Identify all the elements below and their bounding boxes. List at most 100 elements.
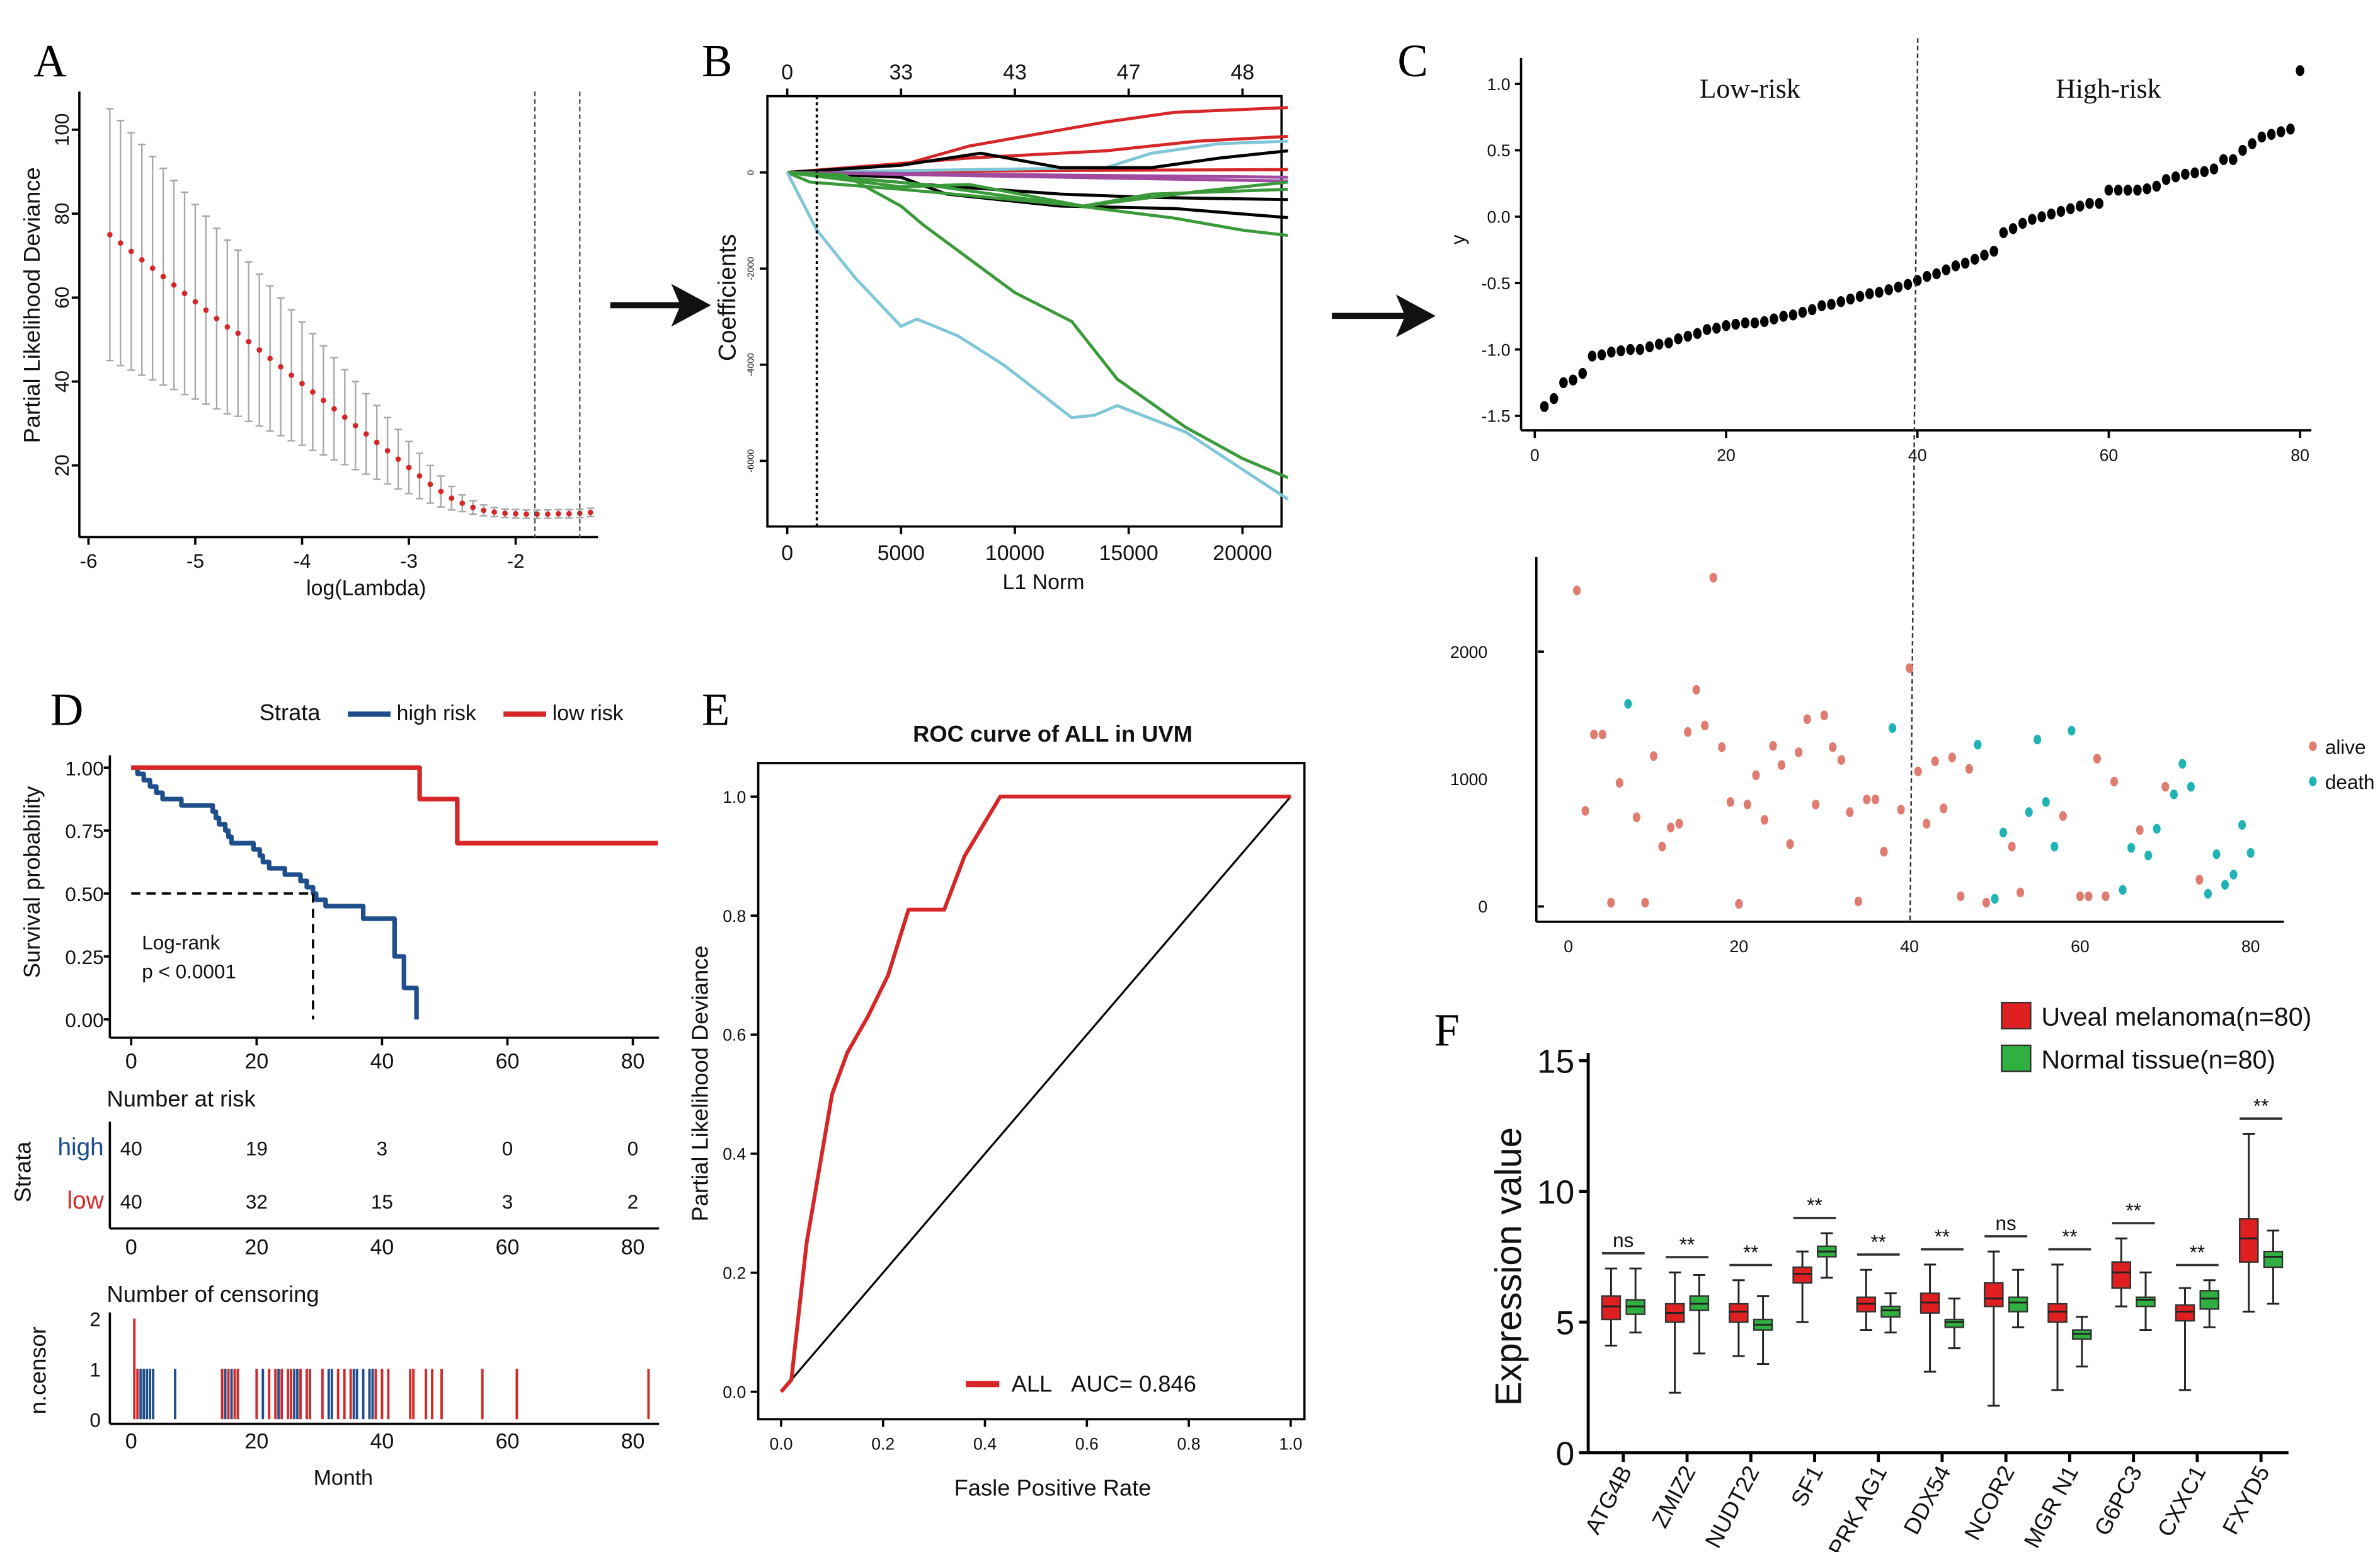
panel-c-risk-score-point (1654, 338, 1664, 350)
panel-d-logrank-label: Log-rank (142, 931, 220, 953)
panel-c-risk-score-point (1616, 345, 1625, 357)
panel-a-deviance-point (321, 398, 326, 403)
panel-f-tumor-box (1601, 1295, 1622, 1321)
panel-c-alive-point (1675, 819, 1683, 829)
panel-c-alive-point (1692, 685, 1700, 695)
panel-d-y-tick-label: 0.50 (65, 883, 103, 905)
panel-c-top-y-tick-label: 0.0 (1487, 208, 1511, 227)
panel-d-risk-table-y-label: Strata (9, 1141, 35, 1203)
panel-b-y-tick-label: -6000 (746, 449, 756, 473)
panel-label-e: E (702, 684, 729, 735)
panel-f-category-label: MGR N1 (2018, 1461, 2083, 1552)
panel-e-x-tick-label: 1.0 (1279, 1435, 1302, 1454)
panel-c-risk-score-point (1999, 227, 2008, 238)
panel-a-x-tick-label: -5 (186, 550, 204, 572)
panel-d-censor-y-tick-label: 0 (89, 1409, 101, 1431)
panel-c-risk-score-point (1827, 299, 1836, 310)
panel-c-risk-score-point (2047, 208, 2056, 220)
panel-f-normal-box (2136, 1296, 2156, 1308)
panel-e-y-tick-label: 0.2 (723, 1263, 746, 1282)
panel-b-coefficient-path (786, 171, 1289, 501)
panel-a-deviance-point (289, 372, 294, 378)
panel-a-x-tick-label: -4 (294, 550, 311, 572)
panel-f-y-tick-label: 10 (1537, 1174, 1574, 1211)
panel-a-deviance-point (224, 324, 231, 330)
panel-d-censor-x-tick-label: 0 (125, 1429, 137, 1453)
panel-a-deviance-point (310, 389, 316, 395)
panel-a-deviance-point (491, 509, 498, 515)
panel-c-alive-point (1607, 897, 1615, 908)
panel-b-coefficient-path (787, 139, 1288, 175)
panel-a-x-tick-label: -6 (79, 550, 97, 572)
panel-b-top-tick-label: 33 (889, 60, 913, 84)
panel-f-category-label: FXYD5 (2217, 1461, 2275, 1539)
panel-c-risk-score-point (2133, 185, 2142, 196)
panel-c-alive-point (2017, 887, 2025, 898)
panel-a-deviance-point (352, 423, 358, 428)
panel-b-coefficient-path (787, 171, 1288, 238)
panel-a-deviance-point (384, 447, 391, 454)
panel-a-deviance-point (523, 511, 529, 517)
arrow-a-to-b-icon (610, 284, 711, 327)
panel-c-death-point (2153, 824, 2161, 834)
panel-b-coefficient-path (787, 171, 1289, 480)
panel-c-alive-point (1752, 770, 1760, 781)
panel-b-top-tick-label: 48 (1230, 60, 1254, 84)
panel-e-y-tick-label: 0.6 (723, 1026, 746, 1045)
panel-c-alive-point (1786, 839, 1794, 849)
panel-c-risk-score-point (1549, 393, 1559, 405)
panel-c-risk-score-point (2085, 198, 2094, 209)
panel-a-deviance-point (246, 338, 252, 345)
panel-c-risk-score-point (1817, 300, 1826, 311)
panel-c-alive-point (1871, 794, 1880, 805)
panel-f-tumor-box (1792, 1266, 1812, 1284)
panel-c-alive-point (1957, 891, 1965, 902)
panel-e-x-tick-label: 0.8 (1177, 1435, 1201, 1454)
panel-d-censoring-title: Number of censoring (107, 1281, 319, 1307)
panel-a-deviance-point (513, 510, 518, 517)
panel-c-alive-point (2136, 825, 2144, 835)
panel-d-legend-label: high risk (397, 701, 476, 725)
panel-c-top-y-tick-label: -0.5 (1482, 274, 1511, 293)
panel-f-normal-box (2199, 1290, 2219, 1310)
panel-f-significance-label: ** (2190, 1241, 2206, 1263)
panel-f-significance-label: ** (1935, 1226, 1950, 1248)
panel-c-alive-point (2093, 754, 2102, 764)
panel-c-risk-score-point (1597, 349, 1606, 360)
panel-f-y-axis-label: Expression value (1489, 1127, 1530, 1406)
panel-e-y-tick-label: 0.4 (723, 1145, 746, 1164)
panel-c-risk-score-point (2296, 65, 2304, 76)
panel-c-risk-score-point (2229, 154, 2238, 166)
panel-c-top-x-tick-label: 80 (2291, 445, 2309, 464)
panel-d-legend-title: Strata (260, 699, 321, 725)
panel-c-alive-point (2195, 875, 2204, 885)
panel-c-risk-score-point (2181, 168, 2190, 180)
panel-c-death-point (2178, 759, 2187, 769)
panel-c-risk-score-point (1722, 319, 1731, 331)
panel-f-tumor-box (2111, 1261, 2132, 1289)
panel-c-legend-marker (2309, 776, 2317, 786)
panel-c-death-point (1999, 827, 2008, 838)
panel-c-alive-point (2076, 891, 2084, 902)
panel-f-category-label: ZMIZ2 (1647, 1461, 1700, 1532)
panel-c-alive-point (2110, 776, 2119, 787)
panel-d-risk-count: 40 (120, 1137, 142, 1159)
panel-a-y-tick-label: 60 (51, 287, 73, 309)
panel-e-x-axis-label: Fasle Positive Rate (954, 1474, 1152, 1500)
panel-a-y-tick-label: 80 (51, 203, 73, 225)
panel-c-alive-point (1701, 720, 1709, 731)
panel-c-risk-score-point (1645, 341, 1654, 353)
panel-c-risk-score-point (2267, 129, 2276, 140)
panel-d-risk-table-x-tick-label: 40 (370, 1236, 394, 1260)
panel-d-survival-curve (131, 765, 419, 1020)
panel-b-top-tick-label: 47 (1117, 60, 1141, 84)
panel-d-risk-count: 40 (120, 1191, 142, 1213)
panel-d-risk-table-x-tick-label: 60 (496, 1236, 520, 1260)
panel-a-x-axis-label: log(Lambda) (306, 577, 426, 601)
panel-c-top-y-tick-label: -1.5 (1482, 407, 1511, 426)
panel-b-x-tick-label: 0 (781, 541, 793, 565)
panel-b-x-tick-label: 15000 (1099, 541, 1159, 565)
panel-f-y-tick-label: 0 (1556, 1435, 1575, 1473)
panel-c-risk-score-point (1559, 377, 1568, 389)
